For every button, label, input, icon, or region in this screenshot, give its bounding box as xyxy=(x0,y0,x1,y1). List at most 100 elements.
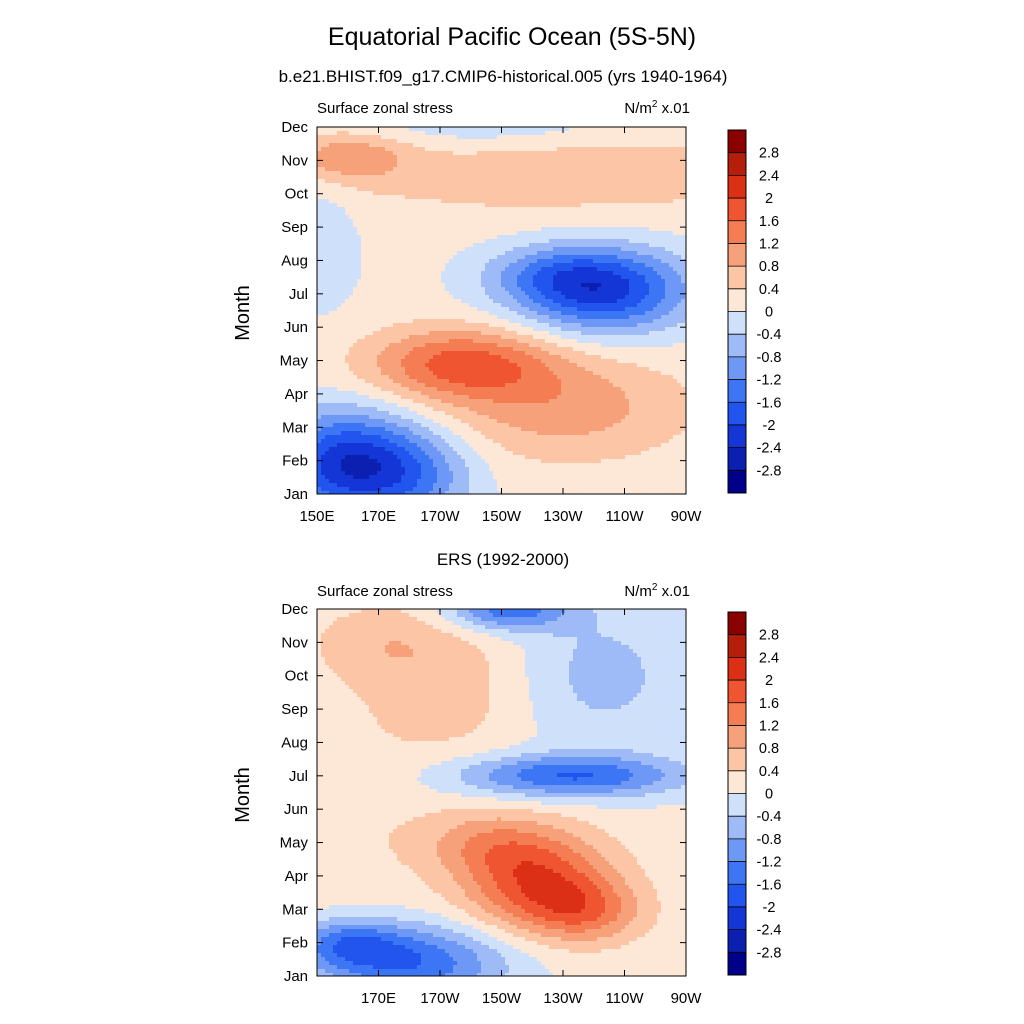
y-tick-label-apr: Apr xyxy=(285,868,308,885)
colorbar-label: -2.8 xyxy=(757,463,782,479)
x-tick-label-170e: 170E xyxy=(361,508,396,525)
colorbar-swatch xyxy=(728,198,746,222)
contour-field xyxy=(317,609,687,977)
bottom-panel-axis-ticks: Jan Feb Mar Apr May Jun Jul Aug Sep Oct Nov Dec 170E… xyxy=(280,601,703,1007)
colorbar-swatch xyxy=(728,657,746,681)
y-tick-label-jan: Jan xyxy=(284,486,308,503)
colorbar-label: -1.6 xyxy=(757,395,782,411)
top-panel-variable-label: Surface zonal stress xyxy=(317,100,453,117)
x-tick-label-110w: 110W xyxy=(605,508,644,525)
colorbar-swatch xyxy=(728,311,746,335)
x-tick-label-170w: 170W xyxy=(420,508,460,525)
colorbar-swatch xyxy=(728,130,746,153)
colorbar-label: -2.8 xyxy=(757,945,782,961)
colorbar-label: 0.8 xyxy=(759,259,779,275)
y-tick-label-may: May xyxy=(280,835,309,852)
colorbar-swatch xyxy=(728,929,746,953)
y-tick-label-jan: Jan xyxy=(284,968,308,985)
colorbar-label: -0.4 xyxy=(757,327,782,343)
bottom-panel-colorbar: 2.8 2.4 2 1.6 1.2 0.8 0.4 0 -0.4 -0.8 -1.2 -1.6 -2 -2… xyxy=(727,611,782,976)
colorbar-swatch xyxy=(728,816,746,840)
colorbar-swatch xyxy=(728,634,746,658)
y-tick-label-jun: Jun xyxy=(284,801,308,818)
x-tick-label-90w: 90W xyxy=(671,508,703,525)
y-tick-label-feb: Feb xyxy=(282,453,308,470)
colorbar-swatch xyxy=(728,838,746,862)
colorbar-label: 2 xyxy=(765,191,773,207)
top-panel-plot-area xyxy=(316,126,687,495)
colorbar-swatch xyxy=(728,379,746,403)
y-tick-label-nov: Nov xyxy=(281,634,308,651)
colorbar-swatch xyxy=(728,288,746,312)
colorbar-label: 1.6 xyxy=(759,214,779,230)
top-panel-y-axis-label: Month xyxy=(232,285,254,341)
colorbar-label: 0.8 xyxy=(759,741,779,757)
top-panel: Surface zonal stress N/m2 x.01 Month Jan… xyxy=(232,99,782,525)
y-tick-label-aug: Aug xyxy=(281,734,308,751)
bottom-panel: Surface zonal stress N/m2 x.01 Month Jan… xyxy=(232,582,782,1007)
colorbar-label: 0 xyxy=(765,787,773,803)
y-tick-label-sep: Sep xyxy=(281,701,308,718)
x-tick-label-90w: 90W xyxy=(671,990,703,1007)
colorbar-label: -0.8 xyxy=(757,350,782,366)
colorbar-swatch xyxy=(728,243,746,267)
x-tick-label-150w: 150W xyxy=(482,990,522,1007)
colorbar-swatch xyxy=(728,266,746,290)
x-tick-label-170e: 170E xyxy=(361,990,396,1007)
colorbar-swatch xyxy=(728,680,746,704)
bottom-panel-units-label: N/m2 x.01 xyxy=(624,582,690,600)
bottom-panel-variable-label: Surface zonal stress xyxy=(317,583,453,600)
y-tick-label-apr: Apr xyxy=(285,386,308,403)
x-tick-label-130w: 130W xyxy=(543,990,583,1007)
colorbar-swatch xyxy=(728,906,746,930)
colorbar-label: 2.4 xyxy=(759,650,779,666)
colorbar-swatch xyxy=(728,175,746,199)
colorbar-label: 2.8 xyxy=(759,628,779,644)
colorbar-label: -1.2 xyxy=(757,373,782,389)
colorbar-label: 1.6 xyxy=(759,696,779,712)
y-tick-label-jun: Jun xyxy=(284,319,308,336)
top-panel-axis-ticks: Jan Feb Mar Apr May Jun Jul Aug Sep Oct Nov Dec 150E… xyxy=(280,119,703,525)
colorbar-swatch xyxy=(728,447,746,471)
colorbar-swatch xyxy=(728,220,746,244)
colorbar-label: -2.4 xyxy=(757,923,782,939)
colorbar-swatch xyxy=(728,861,746,885)
colorbar-label: 1.2 xyxy=(759,236,779,252)
y-tick-label-aug: Aug xyxy=(281,252,308,269)
contour-field xyxy=(317,127,687,495)
y-tick-label-dec: Dec xyxy=(281,119,308,136)
colorbar-swatch xyxy=(728,884,746,908)
y-tick-label-nov: Nov xyxy=(281,152,308,169)
y-tick-label-sep: Sep xyxy=(281,219,308,236)
bottom-panel-subtitle: ERS (1992-2000) xyxy=(437,550,569,569)
colorbar-label: -0.8 xyxy=(757,832,782,848)
y-tick-label-feb: Feb xyxy=(282,935,308,952)
y-tick-label-jul: Jul xyxy=(289,286,308,303)
x-tick-label-130w: 130W xyxy=(543,508,583,525)
y-tick-label-oct: Oct xyxy=(285,186,309,203)
colorbar-label: 0.4 xyxy=(759,282,779,298)
colorbar-label: 2 xyxy=(765,673,773,689)
colorbar-swatch xyxy=(728,356,746,380)
bottom-panel-plot-area xyxy=(316,608,687,977)
y-tick-label-dec: Dec xyxy=(281,601,308,618)
colorbar-label: 2.4 xyxy=(759,168,779,184)
y-tick-label-may: May xyxy=(280,353,309,370)
colorbar-swatch xyxy=(728,748,746,772)
colorbar-label: -2.4 xyxy=(757,441,782,457)
colorbar-swatch xyxy=(728,152,746,176)
top-panel-colorbar: 2.8 2.4 2 1.6 1.2 0.8 0.4 0 -0.4 -0.8 -1.2 -1.6 -2 -2… xyxy=(727,129,782,494)
colorbar-swatch xyxy=(728,334,746,358)
figure-title: Equatorial Pacific Ocean (5S-5N) xyxy=(328,23,696,51)
colorbar-swatch xyxy=(728,725,746,749)
colorbar-label: 1.2 xyxy=(759,718,779,734)
colorbar-label: -2 xyxy=(763,418,776,434)
colorbar-label: 0 xyxy=(765,305,773,321)
x-tick-label-150w: 150W xyxy=(482,508,522,525)
colorbar-swatch xyxy=(728,770,746,794)
x-tick-label-150e: 150E xyxy=(299,508,334,525)
colorbar-label: -2 xyxy=(763,900,776,916)
colorbar-swatch xyxy=(728,952,746,976)
y-tick-label-mar: Mar xyxy=(282,419,308,436)
